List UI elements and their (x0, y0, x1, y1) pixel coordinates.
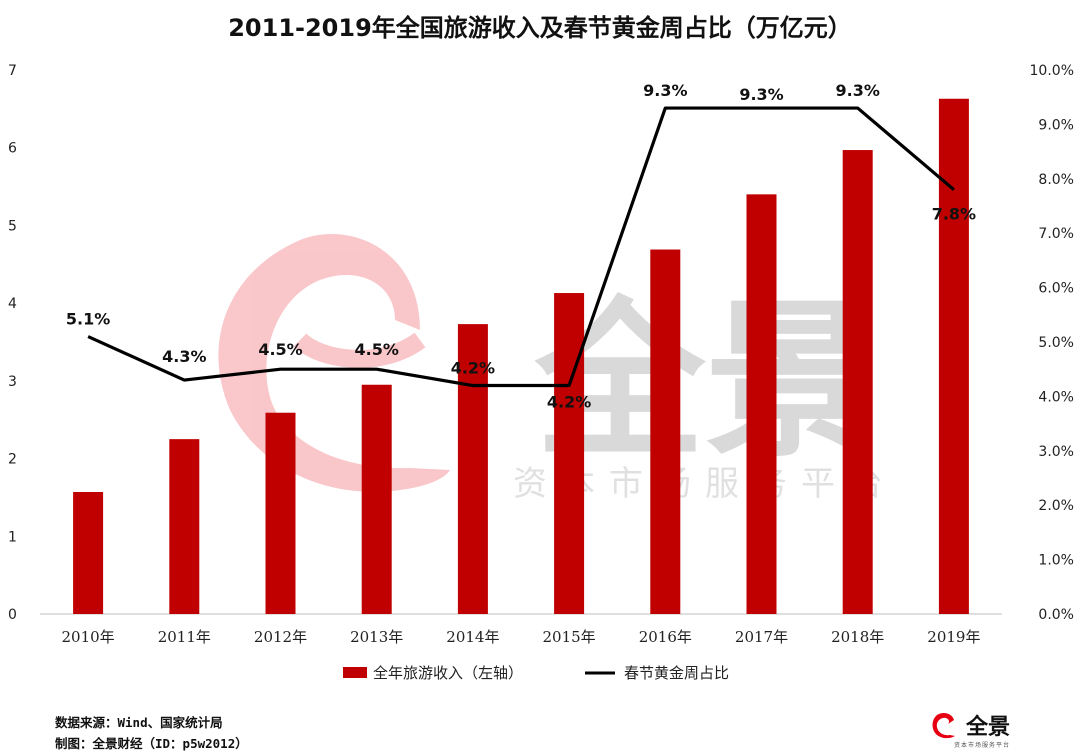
right-tick-label: 10.0% (1030, 63, 1074, 79)
footer-maker: 制图：全景财经（ID：p5w2012） (55, 736, 248, 751)
category-labels: 2010年 2011年 2012年 2013年 2014年 2015年 2016年 2017年… (62, 628, 981, 646)
right-tick-label: 3.0% (1038, 444, 1074, 460)
x-tick-label: 2012年 (254, 628, 307, 646)
brand-logo: 全景 (928, 707, 1010, 743)
bar (650, 249, 681, 614)
legend-bar-label: 全年旅游收入（左轴） (373, 664, 523, 682)
legend: 全年旅游收入（左轴） 春节黄金周占比 (343, 664, 729, 682)
line-data-label: 4.3% (162, 347, 206, 366)
left-tick-label: 2 (8, 452, 17, 468)
x-tick-label: 2014年 (446, 628, 499, 646)
left-tick-label: 6 (8, 141, 17, 157)
x-tick-label: 2018年 (831, 628, 884, 646)
left-tick-label: 5 (8, 218, 17, 234)
watermark-logo-icon (218, 234, 450, 492)
line-data-label: 9.3% (643, 81, 687, 100)
bar (842, 150, 873, 614)
x-tick-label: 2015年 (543, 628, 596, 646)
line-data-labels: 5.1% 4.3% 4.5% 4.5% 4.2% 4.2% 9.3% 9.3% 9.3% 7.8% (66, 81, 976, 411)
right-tick-label: 5.0% (1038, 335, 1074, 351)
line-data-label: 9.3% (836, 81, 880, 100)
x-tick-label: 2017年 (735, 628, 788, 646)
x-tick-label: 2010年 (62, 628, 115, 646)
bar (746, 194, 777, 615)
legend-bar-swatch (343, 667, 367, 678)
bar (938, 98, 969, 615)
left-tick-label: 1 (8, 529, 17, 545)
line-data-label: 9.3% (739, 85, 783, 104)
line-path (87, 106, 955, 388)
line-series (87, 106, 955, 388)
left-tick-label: 4 (8, 296, 17, 312)
right-tick-label: 2.0% (1038, 498, 1074, 514)
bar-series (73, 98, 969, 615)
line-data-label: 4.5% (258, 340, 302, 359)
line-data-label: 4.2% (547, 393, 591, 412)
brand-logo-icon (932, 712, 955, 739)
x-tick-label: 2016年 (639, 628, 692, 646)
bar (554, 293, 585, 614)
line-data-label: 4.2% (451, 359, 495, 378)
left-axis: 0 1 2 3 4 5 6 7 (8, 63, 17, 623)
right-tick-label: 7.0% (1038, 226, 1074, 242)
left-tick-label: 3 (8, 374, 17, 390)
right-axis: 0.0% 1.0% 2.0% 3.0% 4.0% 5.0% 6.0% 7.0% 8.0% 9.0%… (1030, 63, 1074, 623)
chart-title: 2011-2019年全国旅游收入及春节黄金周占比（万亿元） (228, 14, 852, 42)
right-tick-label: 6.0% (1038, 281, 1074, 297)
x-tick-label: 2019年 (927, 628, 980, 646)
right-tick-label: 4.0% (1038, 389, 1074, 405)
bar (457, 324, 488, 614)
right-tick-label: 0.0% (1038, 607, 1074, 623)
right-tick-label: 1.0% (1038, 553, 1074, 569)
left-tick-label: 7 (8, 63, 17, 79)
footer-source: 数据来源：Wind、国家统计局 (55, 715, 223, 730)
line-data-label: 4.5% (355, 340, 399, 359)
right-tick-label: 9.0% (1038, 117, 1074, 133)
bar (361, 384, 392, 614)
brand-subtitle: 资本市场服务平台 (953, 742, 1010, 749)
brand-name: 全景 (965, 715, 1010, 740)
line-data-label: 7.8% (932, 205, 976, 224)
left-tick-label: 0 (8, 607, 17, 623)
bar (169, 439, 200, 614)
bar (265, 412, 296, 614)
right-tick-label: 8.0% (1038, 172, 1074, 188)
legend-line-label: 春节黄金周占比 (624, 664, 729, 682)
watermark-big-text: 全景 (534, 283, 875, 481)
line-data-label: 5.1% (66, 310, 110, 329)
x-tick-label: 2013年 (350, 628, 403, 646)
x-tick-label: 2011年 (158, 628, 211, 646)
bar (73, 491, 104, 614)
